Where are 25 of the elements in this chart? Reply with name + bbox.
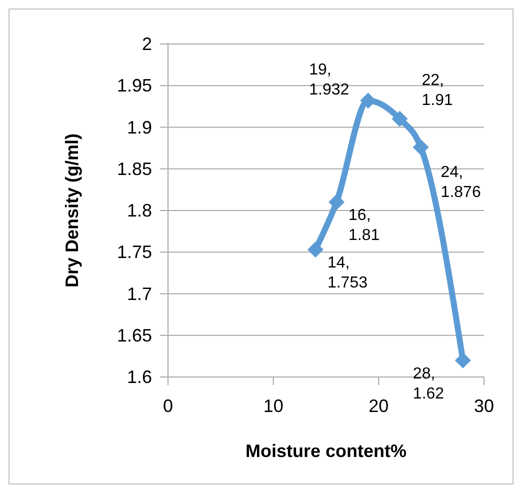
point [392, 110, 408, 127]
data-label: 28, 1.62 [412, 365, 444, 402]
point [412, 139, 429, 156]
data-label: 19, 1.932 [309, 62, 350, 99]
data-label: 24, 1.876 [440, 164, 481, 202]
y-tick-label: 1.8 [126, 200, 152, 220]
x-tick-label: 20 [368, 396, 389, 416]
y-tick-label: 1.95 [116, 76, 152, 96]
point [328, 194, 345, 210]
y-tick-label: 1.65 [116, 325, 152, 346]
x-axis-title: Moisture content% [245, 441, 407, 461]
y-tick-label: 1.6 [126, 367, 152, 387]
x-tick-label: 30 [474, 396, 494, 416]
y-tick-label: 2 [142, 34, 152, 54]
data-label: 22, 1.91 [422, 72, 453, 109]
y-tick-label: 1.9 [126, 117, 152, 138]
x-tick-label: 10 [263, 396, 284, 416]
y-tick-label: 1.7 [126, 284, 152, 304]
y-axis-title: Dry Density (g/ml) [62, 133, 82, 288]
data-label: 16, 1.81 [348, 207, 380, 244]
y-tick-label: 1.75 [116, 242, 152, 262]
x-tick-label: 0 [162, 396, 174, 416]
data-label: 14, 1.753 [327, 254, 368, 292]
y-tick-label: 1.85 [116, 158, 152, 179]
point [307, 242, 324, 258]
